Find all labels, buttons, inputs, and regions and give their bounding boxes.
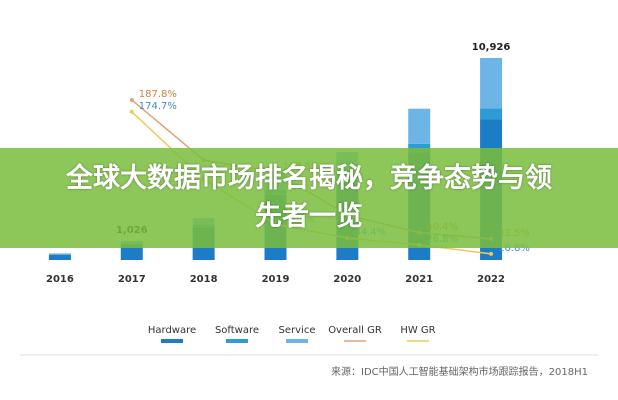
point [129, 109, 134, 114]
bar-segment [48, 254, 71, 255]
bar-segment [48, 254, 71, 260]
legend-label: Hardware [148, 325, 196, 336]
legend-swatch [161, 339, 183, 343]
legend-label: Service [279, 325, 316, 336]
x-tick-label: 2020 [333, 274, 361, 285]
point [129, 97, 134, 102]
legend-swatch [286, 339, 308, 343]
value-label: 187.8% [139, 89, 177, 100]
banner: 全球大数据市场排名揭秘，竞争态势与领先者一览 [0, 148, 618, 248]
bar-segment [120, 244, 143, 260]
x-tick-label: 2018 [190, 274, 218, 285]
value-label: 16.8% [498, 243, 530, 254]
legend-label: Software [215, 325, 259, 336]
x-tick-label: 2019 [262, 274, 290, 285]
bar-segment [48, 253, 71, 255]
x-tick-label: 2021 [405, 274, 433, 285]
banner-title: 全球大数据市场排名揭秘，竞争态势与领先者一览 [66, 163, 552, 232]
bar-segment [480, 108, 503, 120]
x-tick-label: 2017 [118, 274, 146, 285]
x-tick-label: 2022 [477, 274, 505, 285]
bar-segment [408, 143, 431, 153]
point [489, 251, 494, 256]
legend-swatch [226, 339, 248, 343]
bar-segment [408, 108, 431, 144]
source: 来源：IDC中国人工智能基础架构市场跟踪报告，2018H1 [331, 365, 588, 378]
value-label: 174.7% [139, 101, 177, 112]
x-tick-label: 2016 [46, 274, 74, 285]
legend-label: Overall GR [328, 325, 382, 336]
legend-label: HW GR [400, 325, 435, 336]
bar-segment [480, 57, 503, 109]
total-label: 10,926 [472, 42, 511, 53]
